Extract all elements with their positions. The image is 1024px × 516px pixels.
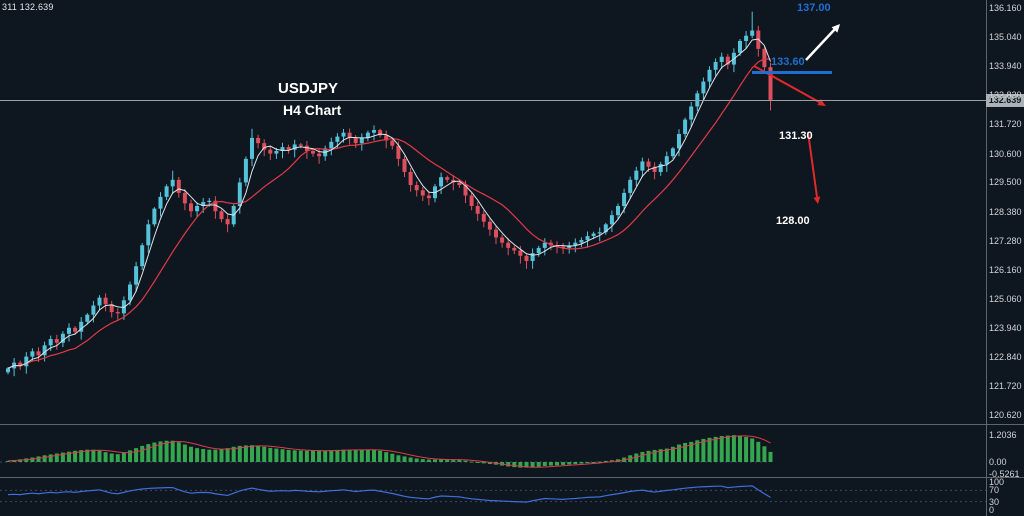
bullish-projection-arrow xyxy=(805,24,840,61)
oscillator-axis-label: 0 xyxy=(989,505,995,515)
current-price-badge: 132.639 xyxy=(986,94,1024,107)
price-axis-label: 122.840 xyxy=(989,351,1022,362)
price-axis-label: 133.940 xyxy=(989,61,1022,72)
breakdown-level-line[interactable] xyxy=(752,71,832,74)
histogram-axis-label: 1.2036 xyxy=(989,430,1017,441)
price-axis-label: 120.620 xyxy=(989,409,1022,420)
price-axis-label: 132.820 xyxy=(989,90,1022,101)
histogram-axis-label: 0.00 xyxy=(989,457,1007,467)
price-axis-label: 130.600 xyxy=(989,148,1022,159)
price-axis-label: 125.060 xyxy=(989,293,1022,304)
pane-separator-1[interactable] xyxy=(0,424,1024,425)
pane-separator-2[interactable] xyxy=(0,477,1024,478)
price-axis-label: 131.720 xyxy=(989,119,1022,130)
quote-readout: 311 132.639 xyxy=(2,2,54,12)
price-axis-label: 123.940 xyxy=(989,323,1022,334)
oscillator-axis-label: 70 xyxy=(989,485,1000,496)
bullish-target-label: 137.00 xyxy=(797,2,831,14)
current-price-line xyxy=(0,100,986,101)
price-axis-label: 126.160 xyxy=(989,264,1022,275)
support-1-label: 131.30 xyxy=(779,130,813,142)
price-axis-label: 128.380 xyxy=(989,206,1022,217)
price-axis-label: 129.500 xyxy=(989,177,1022,188)
support-2-label: 128.00 xyxy=(776,215,810,227)
breakdown-level-label: 133.60 xyxy=(771,56,805,68)
histogram-axis-label: -0.5261 xyxy=(989,468,1020,479)
price-axis-label: 135.040 xyxy=(989,32,1022,43)
symbol-title: USDJPY xyxy=(278,80,339,97)
price-axis-label: 136.160 xyxy=(989,3,1022,13)
price-axis-divider xyxy=(986,0,987,516)
price-axis-label: 121.720 xyxy=(989,381,1022,392)
timeframe-title: H4 Chart xyxy=(283,102,342,118)
oscillator-axis-label: 30 xyxy=(989,496,1000,507)
oscillator-axis-label: 100 xyxy=(989,477,1005,487)
price-axis-label: 127.280 xyxy=(989,235,1022,246)
bearish-projection-arrow-2 xyxy=(807,131,821,204)
